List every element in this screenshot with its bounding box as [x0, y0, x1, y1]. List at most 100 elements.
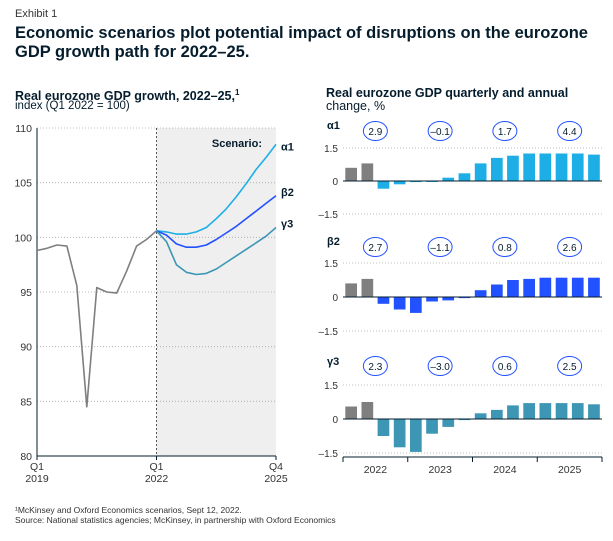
year-label: 2023 [428, 464, 452, 476]
bar-Q2-2024 [491, 409, 503, 419]
bar-Q4-2023 [458, 173, 471, 181]
annual-change-value: –3.0 [430, 362, 450, 373]
annual-change-value: 2.9 [368, 127, 382, 138]
bar-Q3-2022 [377, 297, 390, 304]
y-tick-label: –1.5 [319, 210, 339, 221]
y-tick-label: 0 [332, 293, 338, 304]
annual-change-badge [427, 356, 453, 376]
bar-Q3-2023 [442, 297, 455, 301]
scenario-panel-label: γ3 [327, 356, 339, 368]
bar-Q3-2024 [507, 280, 519, 297]
bar-Q2-2023 [426, 419, 438, 434]
bar-Q3-2024 [507, 405, 519, 419]
exhibit-label: Exhibit 1 [15, 8, 58, 20]
x-tick-label: 2025 [264, 473, 288, 485]
scenario-line-label: α1 [281, 141, 294, 153]
annual-change-value: 2.6 [563, 243, 577, 254]
annual-change-badge [362, 237, 388, 257]
annual-change-value: 0.8 [498, 243, 512, 254]
annual-change-badge [362, 121, 388, 141]
y-tick-label: 90 [20, 342, 32, 354]
year-label: 2022 [364, 464, 388, 476]
y-tick-label: 95 [20, 287, 32, 299]
y-tick-label: 1.5 [324, 144, 338, 155]
x-tick-label: 2019 [25, 473, 49, 485]
x-tick-label: Q1 [149, 461, 163, 473]
y-tick-label: –1.5 [319, 449, 339, 460]
bar-Q4-2024 [523, 153, 535, 181]
scenario-line-label: γ3 [281, 218, 293, 230]
left-panel-title-text: Real eurozone GDP growth, 2022–25, [15, 89, 235, 104]
index-line-chart: 80859095100105110Q12019Q12022Q42025α1β2γ… [14, 123, 294, 485]
x-tick-label: Q4 [269, 461, 283, 473]
bar-Q3-2025 [571, 403, 584, 419]
bar-Q3-2025 [571, 277, 584, 297]
bar-Q2-2025 [555, 403, 568, 419]
bar-Q1-2024 [474, 290, 487, 297]
bar-Q3-2024 [507, 155, 519, 181]
y-tick-label: 0 [332, 415, 338, 426]
bar-Q1-2025 [539, 277, 552, 297]
footnotes: ¹McKinsey and Oxford Economics scenarios… [15, 505, 336, 525]
bar-Q2-2022 [361, 402, 374, 419]
bar-Q4-2022 [393, 181, 406, 185]
annual-change-badge [492, 237, 518, 257]
bar-Q1-2023 [410, 181, 422, 183]
scenario-panel-label: β2 [327, 236, 340, 248]
annual-change-badge [362, 356, 388, 376]
y-tick-label: 1.5 [324, 381, 338, 392]
bar-Q4-2024 [523, 403, 535, 419]
left-panel-title: Real eurozone GDP growth, 2022–25,1 [15, 86, 239, 103]
bar-Q2-2022 [361, 163, 374, 181]
scenario-line-2 [156, 195, 277, 248]
scenario-line-label: β2 [281, 187, 294, 199]
year-label: 2025 [558, 464, 582, 476]
y-tick-label: 100 [14, 232, 32, 244]
annual-change-value: 2.3 [368, 362, 382, 373]
right-panel-title-line2: change, % [326, 99, 386, 113]
bar-Q2-2024 [491, 157, 503, 181]
y-tick-label: 0 [332, 177, 338, 188]
bar-Q1-2022 [345, 406, 357, 419]
bar-Q1-2022 [345, 167, 357, 181]
bar-Q1-2023 [410, 297, 422, 313]
annual-change-value: 2.5 [563, 362, 577, 373]
quarterly-bar-chart: α1 1.5 0 –1.5 2.9 –0.1 1.7 4.4 β2 1.5 0 –1.5 2.7 –1.1… [319, 120, 603, 476]
bar-Q1-2025 [539, 403, 552, 419]
bar-Q4-2025 [588, 404, 600, 419]
bar-Q2-2022 [361, 278, 374, 297]
bar-Q1-2024 [474, 163, 487, 181]
bar-Q2-2024 [491, 284, 503, 297]
bar-Q4-2023 [458, 419, 471, 421]
bar-Q4-2025 [588, 154, 600, 181]
y-tick-label: 110 [15, 123, 32, 135]
annual-change-value: 1.7 [498, 127, 512, 138]
annual-change-badge [557, 356, 583, 376]
source-note: Source: National statistics agencies; Mc… [15, 515, 336, 525]
x-tick-label: Q1 [30, 461, 44, 473]
right-panel-title: Real eurozone GDP quarterly and annual [326, 86, 569, 100]
annual-change-value: –0.1 [430, 127, 450, 138]
annual-change-badge [427, 237, 453, 257]
left-panel-subtitle: index (Q1 2022 = 100) [15, 100, 130, 112]
y-tick-label: –1.5 [319, 327, 339, 338]
annual-change-value: –1.1 [430, 243, 450, 254]
bar-Q4-2025 [588, 277, 600, 297]
bar-Q1-2025 [539, 153, 552, 181]
history-line [36, 230, 158, 408]
bar-Q4-2022 [393, 419, 406, 448]
y-tick-label: 105 [14, 178, 32, 190]
bar-Q1-2024 [474, 413, 487, 419]
y-tick-label: 80 [20, 451, 32, 463]
scenario-shade [156, 128, 276, 456]
annual-change-value: 2.7 [368, 243, 382, 254]
bar-Q2-2025 [555, 153, 568, 181]
bar-Q1-2023 [410, 419, 422, 452]
bar-Q4-2022 [393, 297, 406, 310]
bar-Q3-2023 [442, 177, 455, 181]
bar-Q2-2023 [426, 297, 438, 302]
annual-change-value: 4.4 [563, 127, 577, 138]
left-panel-title-sup: 1 [234, 88, 240, 97]
year-label: 2024 [493, 464, 517, 476]
bar-Q3-2025 [571, 153, 584, 181]
